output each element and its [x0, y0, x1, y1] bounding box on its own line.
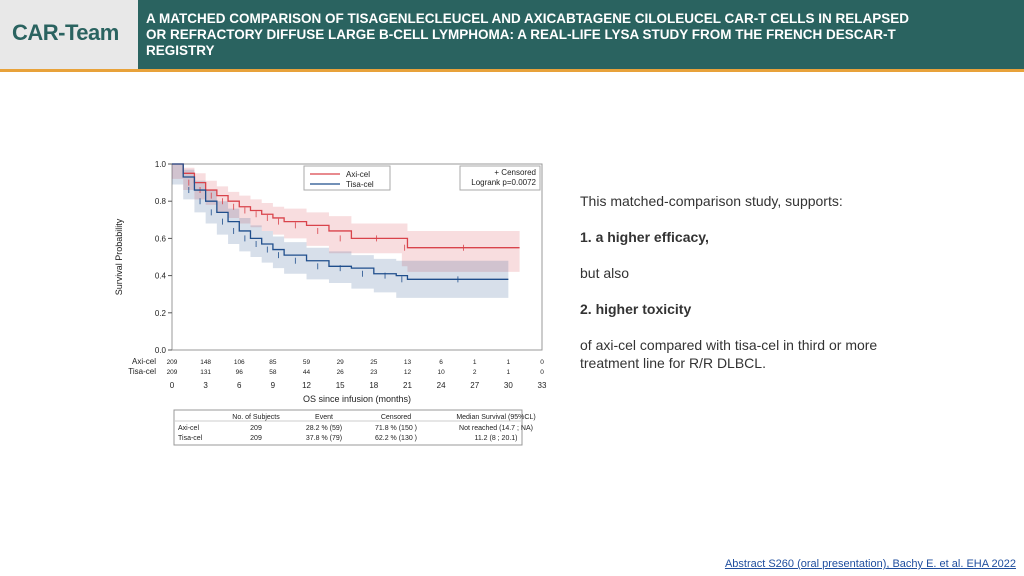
- risk-value: 25: [370, 359, 378, 366]
- y-tick-label: 0.4: [155, 272, 167, 281]
- risk-value: 13: [404, 359, 412, 366]
- risk-value: 106: [234, 359, 245, 366]
- car-team-logo: CAR-Team: [12, 20, 119, 45]
- summary-cell: 28.2 % (59): [306, 425, 342, 432]
- summary-header: Event: [315, 414, 333, 421]
- risk-value: 26: [337, 369, 345, 376]
- legend-label-1: Tisa-cel: [346, 180, 374, 189]
- y-tick-label: 0.8: [155, 197, 167, 206]
- risk-value: 23: [370, 369, 378, 376]
- risk-value: 148: [200, 359, 211, 366]
- logrank-label: Logrank p=0.0072: [471, 178, 536, 187]
- ci-band-1: [172, 164, 509, 298]
- risk-value: 58: [269, 369, 277, 376]
- summary-cell: Not reached (14.7 ; NA): [459, 425, 533, 432]
- y-tick-label: 0.0: [155, 346, 167, 355]
- x-tick-label: 3: [203, 381, 208, 390]
- censored-label: + Censored: [494, 168, 536, 177]
- plot-frame: [171, 163, 543, 351]
- x-tick-label: 24: [437, 381, 446, 390]
- x-tick-label: 30: [504, 381, 513, 390]
- km-chart: 0.0 0.2 0.4 0.6 0.8 1.0 Survival Probability Ax…: [114, 160, 547, 446]
- risk-row-label: Tisa-cel: [128, 367, 156, 376]
- summary-cell: Axi-cel: [178, 425, 199, 432]
- x-tick-label: 27: [470, 381, 479, 390]
- summary-cell: Tisa-cel: [178, 435, 203, 442]
- risk-value: 44: [303, 369, 311, 376]
- legend-box: [303, 165, 391, 191]
- survival-curve-0: [172, 163, 520, 249]
- body-line-2: 1. a higher efficacy,: [580, 229, 709, 245]
- body-line-5: of axi-cel compared with tisa-cel in thi…: [580, 337, 878, 371]
- km-figure: 0.0 0.2 0.4 0.6 0.8 1.0 Survival Probability Ax…: [110, 158, 550, 458]
- summary-table-frame: [173, 409, 523, 446]
- survival-curve-1: [172, 163, 509, 280]
- x-axis-label: OS since infusion (months): [303, 394, 411, 404]
- risk-value: 0: [540, 359, 544, 366]
- risk-value: 1: [473, 359, 477, 366]
- y-tick-label: 0.2: [155, 309, 167, 318]
- y-tick-label: 0.6: [155, 234, 167, 243]
- risk-value: 209: [167, 359, 178, 366]
- risk-value: 1: [507, 359, 511, 366]
- x-tick-label: 0: [170, 381, 175, 390]
- risk-value: 29: [337, 359, 345, 366]
- risk-value: 6: [439, 359, 443, 366]
- summary-header: Censored: [381, 414, 411, 421]
- logrank-box: [459, 165, 541, 191]
- y-tick-label: 1.0: [155, 160, 167, 169]
- risk-value: 59: [303, 359, 311, 366]
- header-bar: CAR-Team A MATCHED COMPARISON OF TISAGEN…: [0, 0, 1024, 72]
- x-tick-label: 33: [538, 381, 547, 390]
- citation-link[interactable]: Abstract S260 (oral presentation), Bachy…: [724, 558, 1016, 570]
- ci-band-0: [172, 164, 520, 272]
- risk-value: 10: [437, 369, 445, 376]
- risk-value: 209: [167, 369, 178, 376]
- legend-label-0: Axi-cel: [346, 170, 370, 179]
- x-tick-label: 15: [336, 381, 345, 390]
- x-tick-label: 9: [271, 381, 276, 390]
- risk-value: 2: [473, 369, 477, 376]
- x-tick-label: 21: [403, 381, 412, 390]
- risk-value: 131: [200, 369, 211, 376]
- summary-cell: 62.2 % (130 ): [375, 435, 417, 442]
- risk-value: 0: [540, 369, 544, 376]
- x-tick-label: 18: [369, 381, 378, 390]
- risk-value: 12: [404, 369, 412, 376]
- summary-header: No. of Subjects: [232, 414, 280, 421]
- body-line-3: but also: [580, 265, 630, 281]
- body-line-4: 2. higher toxicity: [580, 301, 692, 317]
- x-tick-label: 12: [302, 381, 311, 390]
- summary-cell: 71.8 % (150 ): [375, 425, 417, 432]
- summary-cell: 11.2 (8 ; 20.1): [474, 435, 517, 442]
- body-line-1: This matched-comparison study, supports:: [580, 193, 843, 209]
- logo-box: CAR-Team: [0, 0, 138, 69]
- summary-cell: 37.8 % (79): [306, 435, 342, 442]
- x-tick-label: 6: [237, 381, 242, 390]
- summary-cell: 209: [250, 435, 262, 442]
- body-text: This matched-comparison study, supports:…: [580, 192, 910, 390]
- risk-value: 96: [236, 369, 244, 376]
- summary-header: Median Survival (95%CL): [456, 414, 535, 421]
- y-axis-label: Survival Probability: [114, 218, 124, 295]
- risk-value: 85: [269, 359, 277, 366]
- summary-cell: 209: [250, 425, 262, 432]
- slide-title: A MATCHED COMPARISON OF TISAGENLECLEUCEL…: [146, 11, 910, 58]
- risk-row-label: Axi-cel: [132, 357, 156, 366]
- risk-value: 1: [507, 369, 511, 376]
